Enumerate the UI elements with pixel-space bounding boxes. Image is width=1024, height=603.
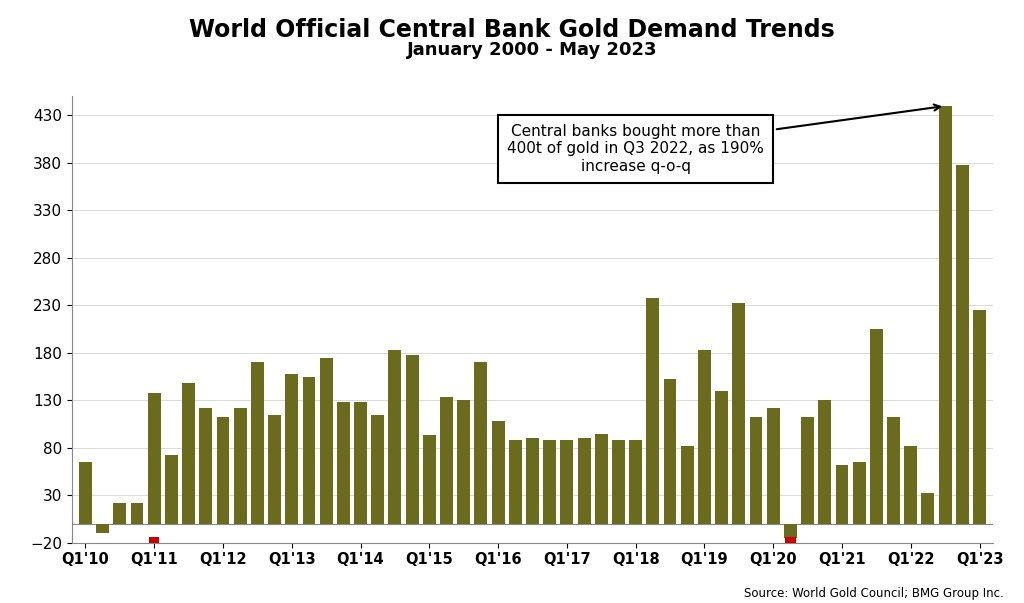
Bar [406, 355, 419, 524]
Text: Central banks bought more than
400t of gold in Q3 2022, as 190%
increase q-o-q: Central banks bought more than 400t of g… [507, 104, 940, 174]
Bar [96, 524, 110, 533]
Bar [904, 446, 918, 524]
Bar [973, 310, 986, 524]
Bar [182, 383, 195, 524]
Bar [79, 462, 92, 524]
Bar [922, 493, 934, 524]
Bar [354, 402, 367, 524]
Bar [268, 414, 281, 524]
Bar [543, 440, 556, 524]
Bar [319, 358, 333, 524]
Bar [664, 379, 677, 524]
Bar [732, 303, 745, 524]
Bar [646, 298, 659, 524]
Bar [233, 408, 247, 524]
Bar [388, 350, 401, 524]
Text: Source: World Gold Council; BMG Group Inc.: Source: World Gold Council; BMG Group In… [743, 587, 1004, 600]
Bar [560, 440, 573, 524]
Bar [165, 455, 178, 524]
Bar [801, 417, 814, 524]
Bar [887, 417, 900, 524]
Title: January 2000 - May 2023: January 2000 - May 2023 [408, 41, 657, 59]
Bar [458, 400, 470, 524]
Bar [440, 397, 453, 524]
Bar [715, 391, 728, 524]
Bar [423, 435, 436, 524]
Bar [853, 462, 865, 524]
Bar [836, 465, 849, 524]
Bar [698, 350, 711, 524]
Bar [150, 537, 160, 543]
Bar [750, 417, 763, 524]
Bar [785, 537, 796, 543]
Bar [870, 329, 883, 524]
Bar [492, 421, 505, 524]
Bar [818, 400, 831, 524]
Bar [784, 524, 797, 538]
Bar [939, 106, 951, 524]
Bar [147, 393, 161, 524]
Bar [286, 374, 298, 524]
Bar [216, 417, 229, 524]
Bar [251, 362, 264, 524]
Bar [767, 408, 779, 524]
Bar [337, 402, 350, 524]
Bar [578, 438, 591, 524]
Text: World Official Central Bank Gold Demand Trends: World Official Central Bank Gold Demand … [189, 18, 835, 42]
Bar [474, 362, 487, 524]
Bar [526, 438, 539, 524]
Bar [509, 440, 522, 524]
Bar [595, 434, 607, 524]
Bar [372, 414, 384, 524]
Bar [302, 376, 315, 524]
Bar [200, 408, 212, 524]
Bar [955, 165, 969, 524]
Bar [612, 440, 625, 524]
Bar [681, 446, 693, 524]
Bar [114, 503, 126, 524]
Bar [629, 440, 642, 524]
Bar [131, 503, 143, 524]
